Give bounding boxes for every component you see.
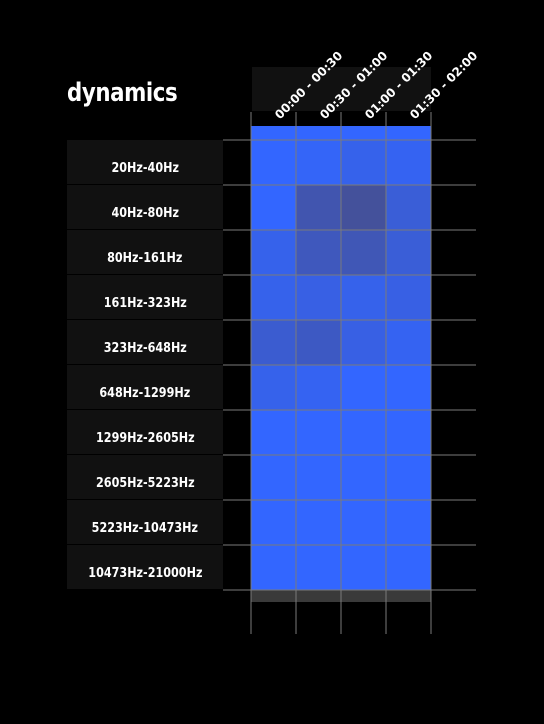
heatmap-cell-9-1 — [296, 545, 341, 590]
heatmap-cell-9-2 — [341, 545, 386, 590]
heatmap-cell-4-2 — [341, 320, 386, 365]
heatmap-cell-1-3 — [386, 185, 431, 230]
heatmap-cell-4-1 — [296, 320, 341, 365]
heatmap-cell-1-1 — [296, 185, 341, 230]
row-label-text: 20Hz-40Hz — [111, 160, 179, 176]
heatmap-cell-1-0 — [251, 185, 296, 230]
heatmap-cell-0-2 — [341, 140, 386, 185]
row-label-text: 10473Hz-21000Hz — [87, 565, 203, 581]
row-label-text: 80Hz-161Hz — [107, 250, 183, 266]
heatmap-cell-4-0 — [251, 320, 296, 365]
heatmap-cell-5-0 — [251, 365, 296, 410]
heatmap-cell-6-1 — [296, 410, 341, 455]
row-label: 10473Hz-21000Hz — [67, 545, 223, 590]
row-label: 2605Hz-5223Hz — [67, 455, 223, 500]
heatmap-cell-7-2 — [341, 455, 386, 500]
row-label: 323Hz-648Hz — [67, 320, 223, 365]
heatmap-cell-5-2 — [341, 365, 386, 410]
row-label: 161Hz-323Hz — [67, 275, 223, 320]
heatmap-cell-0-1 — [296, 140, 341, 185]
heatmap-cell-3-1 — [296, 275, 341, 320]
heatmap-cell-8-3 — [386, 500, 431, 545]
heatmap-cell-9-3 — [386, 545, 431, 590]
row-label-text: 161Hz-323Hz — [103, 295, 187, 311]
row-label-text: 2605Hz-5223Hz — [95, 475, 195, 491]
heatmap-cell-6-3 — [386, 410, 431, 455]
row-label-text: 323Hz-648Hz — [103, 340, 187, 356]
heatmap-cell-3-2 — [341, 275, 386, 320]
heatmap-cell-6-2 — [341, 410, 386, 455]
heatmap-cell-8-1 — [296, 500, 341, 545]
heatmap-cell-7-1 — [296, 455, 341, 500]
row-label: 80Hz-161Hz — [67, 230, 223, 275]
heatmap-cell-2-3 — [386, 230, 431, 275]
row-label: 20Hz-40Hz — [67, 140, 223, 185]
row-label: 40Hz-80Hz — [67, 185, 223, 230]
heatmap-cell-7-0 — [251, 455, 296, 500]
heatmap-cell-7-3 — [386, 455, 431, 500]
heatmap-cell-2-0 — [251, 230, 296, 275]
column-header-background — [252, 67, 431, 111]
row-label-text: 5223Hz-10473Hz — [91, 520, 199, 536]
heatmap-cell-3-0 — [251, 275, 296, 320]
heatmap-cell-8-0 — [251, 500, 296, 545]
row-label-text: 648Hz-1299Hz — [99, 385, 191, 401]
heatmap-cell-4-3 — [386, 320, 431, 365]
heatmap-cell-5-3 — [386, 365, 431, 410]
heatmap-cell-0-0 — [251, 140, 296, 185]
heatmap-cell-8-2 — [341, 500, 386, 545]
row-label-text: 1299Hz-2605Hz — [95, 430, 195, 446]
heatmap-cell-6-0 — [251, 410, 296, 455]
heatmap-cell-1-2 — [341, 185, 386, 230]
heatmap-cell-3-3 — [386, 275, 431, 320]
heatmap-cell-2-1 — [296, 230, 341, 275]
row-label: 5223Hz-10473Hz — [67, 500, 223, 545]
heatmap-cell-2-2 — [341, 230, 386, 275]
heatmap-cell-5-1 — [296, 365, 341, 410]
row-label-text: 40Hz-80Hz — [111, 205, 179, 221]
row-label: 648Hz-1299Hz — [67, 365, 223, 410]
chart-title: dynamics — [67, 78, 178, 108]
heatmap-cell-9-0 — [251, 545, 296, 590]
heatmap-cell-0-3 — [386, 140, 431, 185]
row-label: 1299Hz-2605Hz — [67, 410, 223, 455]
